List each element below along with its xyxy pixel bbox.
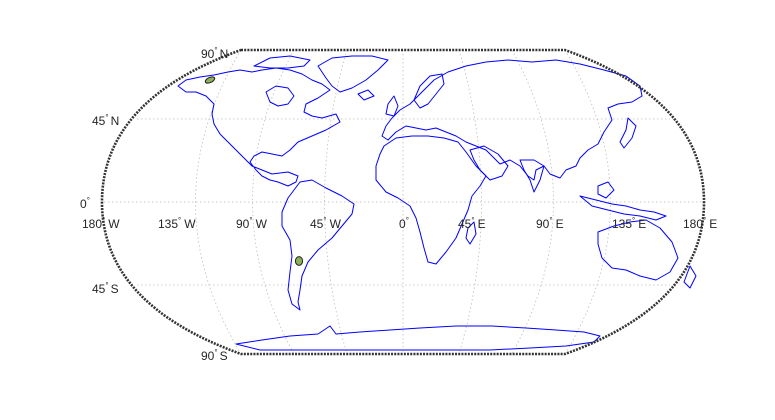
lon-label-90e: 90° E xyxy=(536,216,564,231)
longitude-labels: 180° W 135° W 90° W 45° W 0° 45° E 90° E 135° E… xyxy=(82,216,717,231)
lon-label-180w: 180° W xyxy=(82,216,120,231)
lon-label-135e: 135° E xyxy=(612,216,646,231)
lon-label-135w: 135° W xyxy=(158,216,196,231)
coast-arabia xyxy=(469,145,509,181)
lon-label-180e: 180° E xyxy=(683,216,717,231)
meridian-135e xyxy=(564,49,611,355)
meridian-45e xyxy=(458,49,482,355)
coast-japan xyxy=(619,117,637,149)
lon-label-45w: 45° W xyxy=(310,216,342,231)
coastlines xyxy=(177,55,697,351)
marker-alaska xyxy=(204,76,216,84)
coast-scandinavia xyxy=(413,73,445,109)
marker-south-america xyxy=(294,256,304,266)
meridian-90w xyxy=(252,49,295,355)
coast-eurasia xyxy=(381,59,643,181)
coast-indonesia xyxy=(579,195,667,221)
lon-label-45e: 45° E xyxy=(458,216,486,231)
meridian-135w xyxy=(195,49,242,355)
coast-south-america xyxy=(281,179,355,311)
lat-label-45s: 45° S xyxy=(92,281,119,296)
coast-arctic-islands xyxy=(253,55,311,69)
lat-label-45n: 45° N xyxy=(92,113,119,128)
coast-borneo xyxy=(597,181,615,199)
lat-label-90n: 90° N xyxy=(201,46,228,61)
coast-iceland xyxy=(357,89,375,101)
coast-india xyxy=(519,159,545,193)
coast-australia xyxy=(597,219,679,281)
coast-new-zealand xyxy=(683,265,697,289)
coast-north-america xyxy=(177,67,341,187)
coast-uk xyxy=(385,95,399,117)
lon-label-90w: 90° W xyxy=(236,216,268,231)
lat-label-equator: 0° xyxy=(80,196,90,211)
coast-madagascar xyxy=(465,221,477,245)
map-frame xyxy=(100,48,706,356)
coast-africa xyxy=(375,135,487,265)
coast-antarctica xyxy=(235,325,601,351)
lon-label-0: 0° xyxy=(399,216,409,231)
graticule xyxy=(104,49,703,355)
coast-greenland xyxy=(317,55,389,93)
meridian-90e xyxy=(511,49,554,355)
coast-hudson-bay xyxy=(265,85,295,107)
data-markers xyxy=(204,76,304,266)
lat-label-90s: 90° S xyxy=(201,348,228,363)
meridian-45w xyxy=(324,49,348,355)
latitude-labels: 90° N 45° N 0° 45° S 90° S xyxy=(80,46,228,363)
